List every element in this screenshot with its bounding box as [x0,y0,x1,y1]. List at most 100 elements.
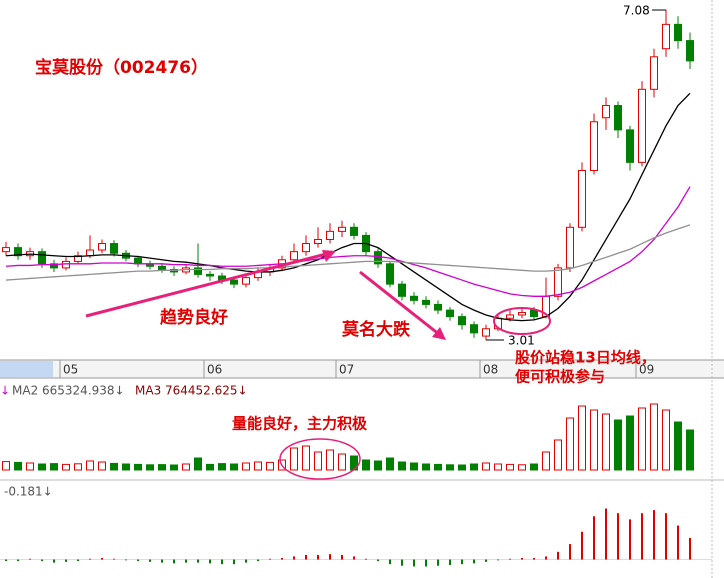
candle-body [578,169,586,228]
candle-body [662,23,670,50]
volume-bar [206,463,214,471]
arrow [359,270,441,337]
volume-bar [38,463,46,471]
volume-bar [686,429,694,471]
volume-bar [554,439,562,471]
annotation: 莫名大跌 [341,319,411,340]
volume-bar [194,457,202,471]
volume-bar [398,461,406,471]
candle-body [614,105,622,131]
volume-bar [182,463,190,471]
volume-bar [578,405,586,471]
annotation: 股价站稳13日均线， [515,349,656,367]
volume-bar [14,461,22,471]
annotation: 便可积极参与 [515,368,605,386]
volume-bar [362,459,370,471]
legend-entry: MA3 764452.625↓ [135,384,248,398]
highlight-ellipse [493,307,551,335]
date-axis-band [0,360,724,378]
volume-bar [254,461,262,471]
candle-body [134,257,142,265]
candle-body [602,105,610,119]
candle-body [422,299,430,305]
volume-bar [590,409,598,471]
volume-bar [638,407,646,471]
marks: 05 06 07 08 09 [0,9,712,567]
chart-title: 宝莫股份（002476） [35,57,208,78]
volume-bar [338,453,346,471]
candle-body [194,267,202,275]
volume-bar [482,462,490,471]
macd-label: -0.181↓ [4,485,53,499]
candle-body [230,279,238,285]
candle-body [350,226,358,236]
volume-bar [50,463,58,471]
volume-bar [146,464,154,471]
candle-body [434,303,442,311]
annotation: 量能良好，主力积极 [232,415,368,433]
candle-body [530,309,538,318]
volume-bar [242,462,250,471]
candle-body [458,316,466,326]
candle-body [410,295,418,301]
candle-body [590,121,598,171]
volume-bar [434,463,442,471]
x-tick-label: 06 [207,363,222,377]
volume-bar [410,462,418,471]
volume-bar [566,417,574,471]
low-label: 3.01 [508,334,535,348]
volume-bar [230,463,238,471]
x-tick-label: 05 [63,363,78,377]
volume-bar [110,462,118,471]
candle-body [650,56,658,90]
candle-body [674,23,682,42]
volume-bar [2,461,10,471]
annotation: 趋势良好 [160,307,228,328]
volume-bar [122,463,130,471]
candle-body [2,247,10,253]
volume-bar [626,415,634,471]
candle-body [686,40,694,62]
candle-body [206,273,214,277]
volume-bar [494,463,502,471]
volume-bar [446,464,454,471]
candle-body [326,230,334,240]
legend-arrow: ↓ [0,384,10,398]
volume-bar [518,464,526,471]
volume-bar [218,463,226,471]
candle-body [518,312,526,316]
candle-body [446,309,454,318]
arrow-head [432,327,446,340]
arrow [85,251,331,318]
volume-bar [650,403,658,471]
candle-body [638,88,646,163]
candle-body [242,277,250,285]
volume-bar [386,457,394,471]
candle-body [338,226,346,232]
volume-bar [62,463,70,471]
candle-body [38,251,46,265]
candle-body [626,129,634,163]
candle-body [110,243,118,254]
legend-entry: MA2 665324.938↓ [12,384,125,398]
x-tick-label: 09 [639,363,654,377]
volume-bar [374,460,382,471]
volume-bar [314,451,322,471]
candle-body [86,249,94,257]
volume-bar [614,419,622,471]
arrow-head [322,250,336,262]
volume-bar [158,464,166,471]
volume-bar [470,463,478,471]
moving-average [5,92,691,322]
volume-bar [674,421,682,471]
moving-average [5,186,691,297]
candle-body [482,328,490,337]
volume-bar [266,461,274,471]
volume-bar [542,451,550,471]
volume-bar [134,463,142,471]
volume-bar [98,461,106,471]
candle-body [554,267,562,297]
volume-bar [602,413,610,471]
volume-bar [326,449,334,471]
